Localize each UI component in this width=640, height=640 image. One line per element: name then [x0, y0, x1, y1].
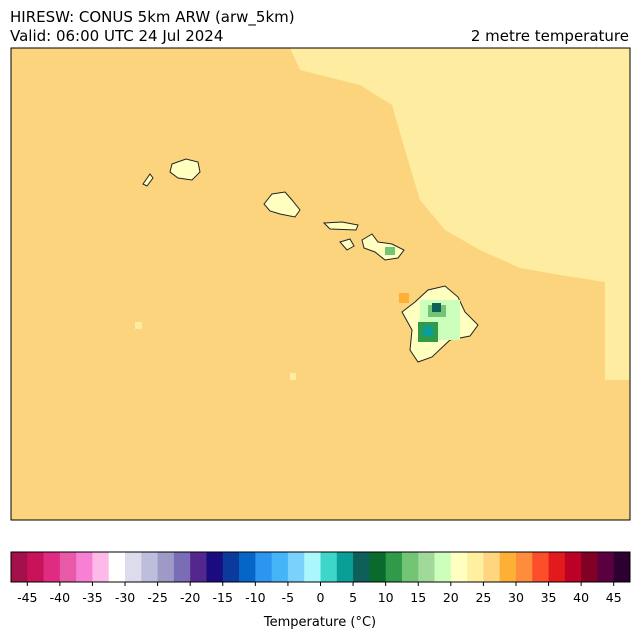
- island: [339, 238, 355, 251]
- colorbar-tick-label: 35: [541, 590, 557, 605]
- colorbar-segment: [353, 552, 370, 582]
- colorbar-segment: [483, 552, 501, 582]
- colorbar-segment: [157, 552, 175, 582]
- map-frame: [10, 47, 631, 521]
- colorbar-tick-label: 25: [475, 590, 491, 605]
- colorbar-segment: [581, 552, 598, 582]
- colorbar-tick-label: 15: [410, 590, 426, 605]
- island: [142, 173, 154, 187]
- hot-spot: [399, 293, 409, 303]
- colorbar-tick-label: -40: [50, 590, 70, 605]
- colorbar-tick-label: -25: [147, 590, 167, 605]
- colorbar-label: Temperature (°C): [263, 615, 376, 630]
- colorbar-segment: [271, 552, 289, 582]
- colorbar-segment: [532, 552, 550, 582]
- colorbar-segment: [320, 552, 338, 582]
- cool-spot: [432, 303, 441, 312]
- colorbar-segment: [141, 552, 159, 582]
- colorbar-segment: [43, 552, 61, 582]
- colorbar-segment: [418, 552, 436, 582]
- island: [169, 158, 201, 181]
- colorbar-segment: [190, 552, 207, 582]
- colorbar-tick-label: -20: [180, 590, 200, 605]
- colorbar-segment: [76, 552, 93, 582]
- map: [10, 47, 631, 521]
- colorbar-segment: [401, 552, 419, 582]
- colorbar-segment: [108, 552, 126, 582]
- colorbar-tick-label: 20: [443, 590, 459, 605]
- colorbar-segment: [239, 552, 256, 582]
- colorbar-segment: [564, 552, 582, 582]
- colorbar-segment: [548, 552, 566, 582]
- colorbar-segment: [173, 552, 191, 582]
- colorbar-segment: [222, 552, 240, 582]
- title: HIRESW: CONUS 5km ARW (arw_5km): [10, 8, 295, 27]
- colorbar-segment: [336, 552, 354, 582]
- colorbar-segment: [467, 552, 484, 582]
- colorbar-segment: [287, 552, 305, 582]
- colorbar-segment: [59, 552, 77, 582]
- field-name: 2 metre temperature: [471, 27, 629, 45]
- colorbar-tick-label: 10: [378, 590, 394, 605]
- colorbar-segment: [11, 552, 28, 582]
- colorbar-segment: [255, 552, 273, 582]
- colorbar-segment: [613, 552, 631, 582]
- colorbar-segment: [597, 552, 615, 582]
- colorbar-segment: [304, 552, 321, 582]
- colorbar-tick-label: -15: [213, 590, 233, 605]
- colorbar-tick-label: 0: [317, 590, 325, 605]
- colorbar-segment: [27, 552, 45, 582]
- colorbar-segment: [434, 552, 452, 582]
- colorbar-tick-label: 30: [508, 590, 524, 605]
- colorbar-tick-label: -30: [115, 590, 135, 605]
- valid-time: Valid: 06:00 UTC 24 Jul 2024: [10, 27, 223, 45]
- colorbar-segment: [450, 552, 468, 582]
- colorbar-segment: [125, 552, 142, 582]
- colorbar-segment: [369, 552, 387, 582]
- colorbar-segment: [92, 552, 110, 582]
- warm-region: [290, 48, 630, 380]
- cool-spot: [423, 326, 433, 336]
- colorbar-tick-label: -5: [282, 590, 294, 605]
- colorbar-segment: [385, 552, 403, 582]
- colorbar-segment: [515, 552, 533, 582]
- island: [322, 221, 359, 231]
- colorbar-tick-label: -10: [245, 590, 265, 605]
- speck: [135, 322, 142, 329]
- colorbar-tick-label: -45: [17, 590, 37, 605]
- colorbar-tick-label: 45: [606, 590, 622, 605]
- speck: [290, 373, 296, 380]
- cool-spot: [385, 247, 395, 255]
- colorbar-segment: [206, 552, 224, 582]
- colorbar: -45 -40 -35 -30 -25 -20 -15 -10 -5 0 5 10 15 20 25 30 35…: [10, 551, 631, 605]
- colorbar-tick-label: 5: [349, 590, 357, 605]
- island: [263, 191, 301, 218]
- colorbar-tick-label: 40: [573, 590, 589, 605]
- colorbar-segment: [499, 552, 517, 582]
- colorbar-tick-label: -35: [82, 590, 102, 605]
